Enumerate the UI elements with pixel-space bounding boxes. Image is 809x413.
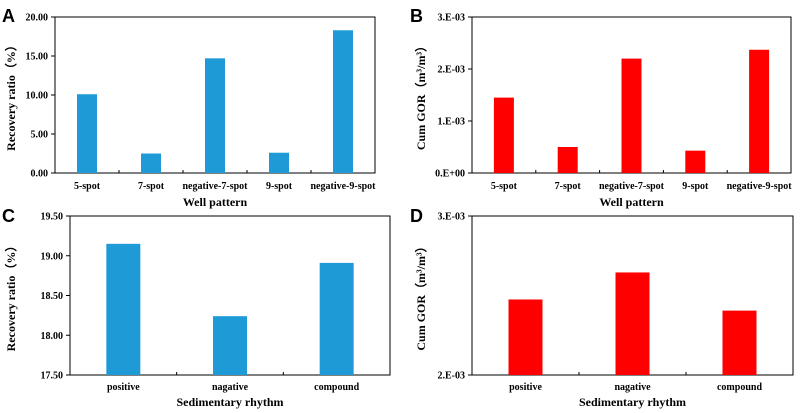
y-tick-label: 10.00 — [26, 91, 49, 102]
y-tick-label: 19.50 — [41, 212, 64, 223]
x-tick-label: negative-9-spot — [311, 181, 377, 192]
y-tick-label: 20.00 — [26, 13, 49, 24]
y-axis-title: Cum GOR（m³/m³） — [413, 40, 428, 150]
y-tick-label: 18.50 — [41, 291, 64, 302]
x-tick-label: nagative — [614, 382, 651, 393]
x-tick-label: negative-7-spot — [599, 181, 665, 192]
x-tick-label: compound — [314, 382, 359, 393]
bar-7-spot — [557, 147, 578, 173]
x-tick-label: negative-7-spot — [183, 181, 249, 192]
y-tick-label: 2.E-03 — [438, 65, 466, 76]
y-tick-label: 3.E-03 — [438, 212, 466, 223]
bar-negative-7-spot — [621, 58, 642, 173]
bar-compound — [722, 310, 757, 375]
y-tick-label: 3.E-03 — [438, 13, 466, 24]
y-axis-title: Recovery ratio（%） — [3, 240, 18, 352]
chart-panel-a: A 0.00 5.00 10.00 15.00 20.00 5-spot 7-spot nega… — [2, 6, 376, 209]
bar-9-spot — [269, 152, 289, 173]
y-tick-label: 19.00 — [41, 251, 64, 262]
panel-letter-a: A — [2, 6, 15, 26]
x-tick-label: compound — [717, 382, 762, 393]
bar-negative-9-spot — [333, 30, 353, 174]
x-tick-label: positive — [107, 382, 140, 393]
y-tick-label: 5.00 — [31, 130, 49, 141]
y-tick-label: 0.E+00 — [435, 169, 465, 180]
x-tick-label: 5-spot — [74, 181, 101, 192]
x-axis-title: Sedimentary rhythm — [177, 395, 284, 409]
x-axis-title: Sedimentary rhythm — [579, 395, 686, 409]
bar-positive — [508, 299, 543, 375]
y-axis-title: Recovery ratio（%） — [3, 39, 18, 151]
y-tick-label: 0.00 — [31, 169, 49, 180]
chart-panel-b: B 0.E+00 1.E-03 2.E-03 3.E-03 5-spot 7-spot neg… — [410, 6, 792, 209]
chart-panel-c: C 17.50 18.00 18.50 19.00 19.50 positive nagati… — [2, 206, 391, 409]
x-axis-title: Well pattern — [183, 195, 248, 209]
x-tick-label: negative-9-spot — [727, 181, 793, 192]
x-tick-label: 9-spot — [682, 181, 709, 192]
x-tick-label: nagative — [212, 382, 249, 393]
bar-positive — [106, 243, 141, 375]
y-tick-label: 17.50 — [41, 371, 64, 382]
x-tick-label: 7-spot — [138, 181, 165, 192]
x-axis-title: Well pattern — [599, 195, 664, 209]
y-tick-label: 18.00 — [41, 331, 64, 342]
bar-negative-9-spot — [749, 49, 770, 174]
bar-7-spot — [141, 153, 161, 173]
y-tick-label: 1.E-03 — [438, 117, 466, 128]
panel-letter-d: D — [410, 206, 423, 226]
bar-negative-7-spot — [205, 58, 225, 174]
panel-letter-b: B — [410, 6, 423, 26]
panel-letter-c: C — [2, 206, 15, 226]
y-tick-label: 15.00 — [26, 52, 49, 63]
bar-5-spot — [493, 97, 514, 173]
bar-5-spot — [77, 94, 97, 173]
bar-nagative — [615, 272, 650, 375]
x-tick-label: 7-spot — [555, 181, 582, 192]
x-tick-label: 9-spot — [266, 181, 293, 192]
bar-compound — [319, 262, 354, 375]
chart-panel-d: D 2.E-03 3.E-03 positive nagative compound Sed… — [410, 206, 794, 409]
x-tick-label: positive — [509, 382, 542, 393]
bar-nagative — [213, 316, 247, 375]
y-axis-title: Cum GOR（m³/m³） — [413, 240, 428, 350]
x-tick-label: 5-spot — [491, 181, 518, 192]
bar-9-spot — [685, 150, 706, 173]
y-tick-label: 2.E-03 — [438, 371, 466, 382]
